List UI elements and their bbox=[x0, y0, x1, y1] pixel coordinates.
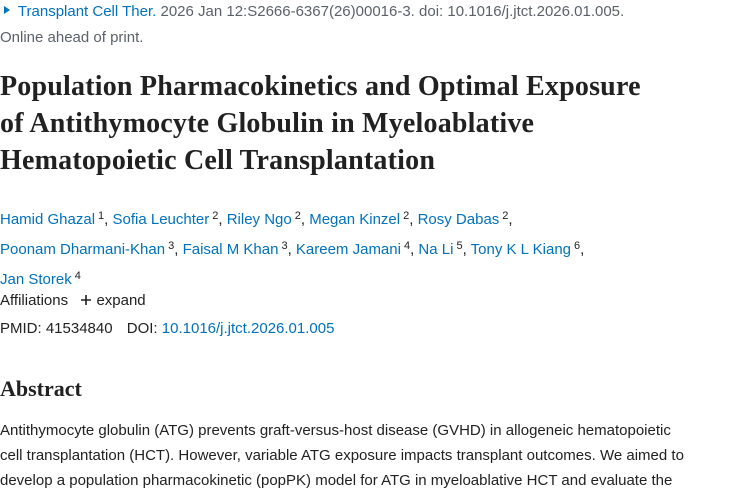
author-name[interactable]: Megan Kinzel bbox=[309, 211, 401, 228]
affiliation-number[interactable]: 4 bbox=[403, 240, 411, 252]
doi-label: DOI: bbox=[126, 320, 158, 337]
author-name[interactable]: Sofia Leuchter bbox=[112, 211, 210, 228]
abstract-line: develop a population pharmacokinetic (po… bbox=[0, 472, 673, 489]
author-name[interactable]: Faisal M Khan bbox=[182, 241, 279, 258]
citation: Transplant Cell Ther. 2026 Jan 12:S2666-… bbox=[0, 3, 624, 20]
affiliation-number[interactable]: 2 bbox=[502, 210, 509, 222]
author-list: Hamid Ghazal 1, Sofia Leuchter 2, Riley Ng… bbox=[0, 203, 584, 293]
author: Tony K L Kiang 6, bbox=[470, 240, 585, 258]
citation-details: 2026 Jan 12:S2666-6367(26)00016-3. doi: … bbox=[160, 3, 625, 20]
affiliation-number[interactable]: 5 bbox=[456, 240, 463, 252]
abstract-text: Antithymocyte globulin (ATG) prevents gr… bbox=[0, 418, 684, 493]
publication-status: Online ahead of print. bbox=[0, 29, 144, 46]
author-name[interactable]: Riley Ngo bbox=[226, 211, 292, 228]
journal-link[interactable]: Transplant Cell Ther. bbox=[17, 3, 157, 20]
identifiers: PMID: 41534840 DOI: 10.1016/j.jtct.2026.… bbox=[0, 320, 334, 337]
author: Na Li 5, bbox=[418, 240, 471, 258]
author-name[interactable]: Rosy Dabas bbox=[417, 211, 500, 228]
affiliation-number[interactable]: 3 bbox=[168, 240, 175, 252]
affiliations: Affiliations expand bbox=[0, 292, 146, 309]
author: Hamid Ghazal 1, bbox=[0, 210, 113, 228]
doi-link[interactable]: 10.1016/j.jtct.2026.01.005 bbox=[161, 320, 335, 337]
affiliation-number[interactable]: 2 bbox=[212, 210, 219, 222]
affiliation-number[interactable]: 3 bbox=[281, 240, 288, 252]
affiliation-number[interactable]: 4 bbox=[74, 270, 81, 282]
affiliations-label: Affiliations bbox=[0, 292, 69, 309]
author-name[interactable]: Hamid Ghazal bbox=[0, 211, 96, 228]
plus-icon bbox=[81, 295, 92, 305]
author: Faisal M Khan 3, bbox=[182, 240, 296, 258]
author-name[interactable]: Poonam Dharmani-Khan bbox=[0, 241, 166, 258]
affiliation-number[interactable]: 2 bbox=[294, 210, 301, 222]
pmid: 41534840 bbox=[45, 320, 113, 337]
pmid-label: PMID: bbox=[0, 320, 42, 337]
affiliation-number[interactable]: 6 bbox=[574, 240, 581, 252]
abstract-line: Antithymocyte globulin (ATG) prevents gr… bbox=[0, 422, 671, 439]
author: Kareem Jamani 4, bbox=[295, 240, 419, 258]
expand-label: expand bbox=[96, 292, 146, 309]
caret-icon bbox=[4, 6, 10, 14]
title-line: of Antithymocyte Globulin in Myeloablati… bbox=[0, 108, 535, 139]
author: Jan Storek 4 bbox=[0, 270, 81, 288]
article-title: Population Pharmacokinetics and Optimal … bbox=[0, 68, 641, 179]
author: Megan Kinzel 2, bbox=[309, 210, 418, 228]
abstract-heading: Abstract bbox=[0, 376, 82, 401]
author: Poonam Dharmani-Khan 3, bbox=[0, 240, 183, 258]
title-line: Population Pharmacokinetics and Optimal … bbox=[0, 71, 641, 102]
affiliation-number[interactable]: 2 bbox=[403, 210, 410, 222]
author: Riley Ngo 2, bbox=[226, 210, 310, 228]
author-name[interactable]: Na Li bbox=[418, 241, 454, 258]
author-name[interactable]: Jan Storek bbox=[0, 271, 72, 288]
author-name[interactable]: Tony K L Kiang bbox=[470, 241, 571, 258]
abstract-line: cell transplantation (HCT). However, var… bbox=[0, 447, 684, 464]
author: Rosy Dabas 2, bbox=[417, 210, 513, 228]
author: Sofia Leuchter 2, bbox=[112, 210, 227, 228]
expand-toggle[interactable]: expand bbox=[80, 292, 146, 309]
author-name[interactable]: Kareem Jamani bbox=[295, 241, 401, 258]
title-line: Hematopoietic Cell Transplantation bbox=[0, 145, 436, 176]
affiliation-number[interactable]: 1 bbox=[98, 210, 105, 222]
